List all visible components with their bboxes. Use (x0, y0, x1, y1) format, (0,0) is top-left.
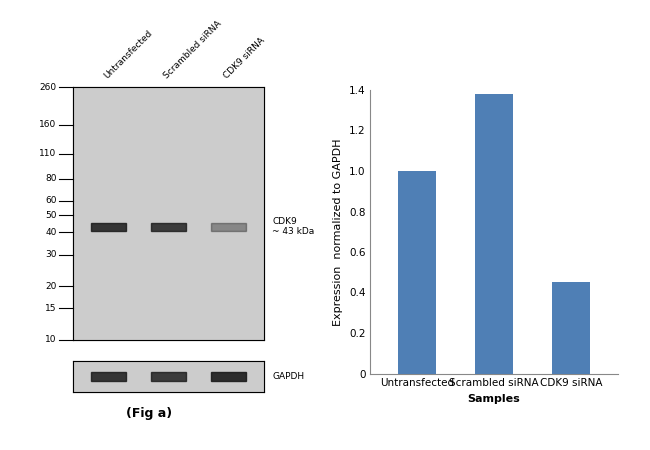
Text: CDK9
~ 43 kDa: CDK9 ~ 43 kDa (272, 217, 315, 236)
Bar (552, 283, 590, 374)
Text: 30: 30 (46, 250, 57, 259)
Bar (91, 372, 126, 381)
X-axis label: Samples: Samples (467, 394, 521, 404)
Bar (398, 171, 436, 374)
Text: 160: 160 (40, 120, 57, 129)
Bar (151, 372, 187, 381)
Text: 80: 80 (46, 174, 57, 183)
Text: (Fig a): (Fig a) (127, 406, 172, 419)
Text: 50: 50 (46, 211, 57, 220)
Text: 15: 15 (46, 304, 57, 313)
Text: Scrambled siRNA: Scrambled siRNA (162, 19, 224, 80)
Text: 20: 20 (46, 282, 57, 291)
Bar (474, 94, 514, 374)
Text: 40: 40 (46, 228, 57, 237)
Text: 10: 10 (46, 335, 57, 344)
Text: 60: 60 (46, 196, 57, 205)
Text: Untransfected: Untransfected (102, 28, 154, 80)
Bar (73, 361, 264, 392)
Y-axis label: Expression  normalized to GAPDH: Expression normalized to GAPDH (333, 138, 343, 325)
Bar (211, 223, 246, 230)
Bar (151, 223, 187, 230)
Text: GAPDH: GAPDH (272, 372, 304, 381)
Text: 110: 110 (40, 149, 57, 158)
Bar (73, 87, 264, 340)
Bar (211, 372, 246, 381)
Bar (91, 223, 126, 230)
Text: CDK9 siRNA: CDK9 siRNA (222, 36, 267, 80)
Text: 260: 260 (40, 83, 57, 92)
